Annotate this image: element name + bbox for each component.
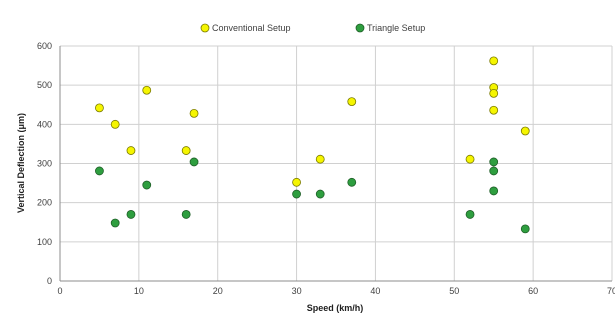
data-point-triangle [489, 157, 499, 167]
legend-label-triangle: Triangle Setup [367, 23, 425, 33]
x-axis-title: Speed (km/h) [307, 303, 364, 313]
data-point-triangle [347, 177, 357, 187]
legend-marker-conventional [200, 23, 210, 33]
gridlines [60, 45, 613, 281]
y-tick-label: 400 [37, 119, 52, 129]
y-tick-label: 100 [37, 237, 52, 247]
data-point-conventional [126, 146, 136, 155]
data-point-triangle [489, 186, 499, 196]
x-tick-label: 20 [213, 286, 223, 296]
y-tick-label: 300 [37, 159, 52, 169]
data-point-conventional [292, 177, 301, 187]
data-point-triangle [489, 166, 499, 176]
x-tick-label: 0 [57, 286, 62, 296]
data-point-conventional [489, 105, 499, 115]
data-point-conventional [181, 146, 191, 155]
legend-marker-triangle [355, 23, 365, 33]
legend: Conventional Setup Triangle Setup [200, 23, 425, 33]
data-point-triangle [142, 180, 152, 190]
y-axis-title: Vertical Deflection (μm) [16, 113, 26, 213]
data-point-triangle [181, 210, 191, 219]
axes [59, 46, 612, 282]
data-point-conventional [110, 119, 120, 129]
data-point-triangle [520, 224, 530, 234]
data-point-triangle [110, 218, 120, 228]
data-point-triangle [315, 189, 325, 199]
y-tick-label: 500 [37, 80, 52, 90]
data-point-conventional [95, 103, 104, 113]
data-point-triangle [465, 210, 475, 219]
data-point-triangle [189, 157, 199, 167]
x-tick-label: 70 [607, 286, 615, 296]
y-tick-label: 0 [47, 276, 52, 286]
y-tick-label: 600 [37, 41, 52, 51]
data-points [95, 56, 530, 234]
x-tick-label: 10 [134, 286, 144, 296]
data-point-conventional [489, 56, 499, 66]
data-point-conventional [465, 154, 475, 164]
x-tick-labels: 0 10 20 30 40 50 60 70 [57, 286, 615, 296]
data-point-conventional [347, 97, 357, 107]
x-tick-label: 50 [449, 286, 459, 296]
data-point-triangle [126, 210, 136, 219]
x-tick-label: 60 [528, 286, 538, 296]
y-tick-label: 200 [37, 198, 52, 208]
data-point-conventional [489, 88, 499, 98]
data-point-conventional [315, 154, 325, 164]
x-tick-label: 30 [292, 286, 302, 296]
data-point-triangle [292, 189, 301, 199]
x-tick-label: 40 [370, 286, 380, 296]
data-point-triangle [95, 166, 104, 176]
legend-label-conventional: Conventional Setup [212, 23, 291, 33]
data-point-conventional [189, 108, 199, 118]
data-point-conventional [142, 85, 152, 95]
data-point-conventional [520, 126, 530, 136]
y-tick-labels: 0 100 200 300 400 500 600 [37, 41, 52, 286]
